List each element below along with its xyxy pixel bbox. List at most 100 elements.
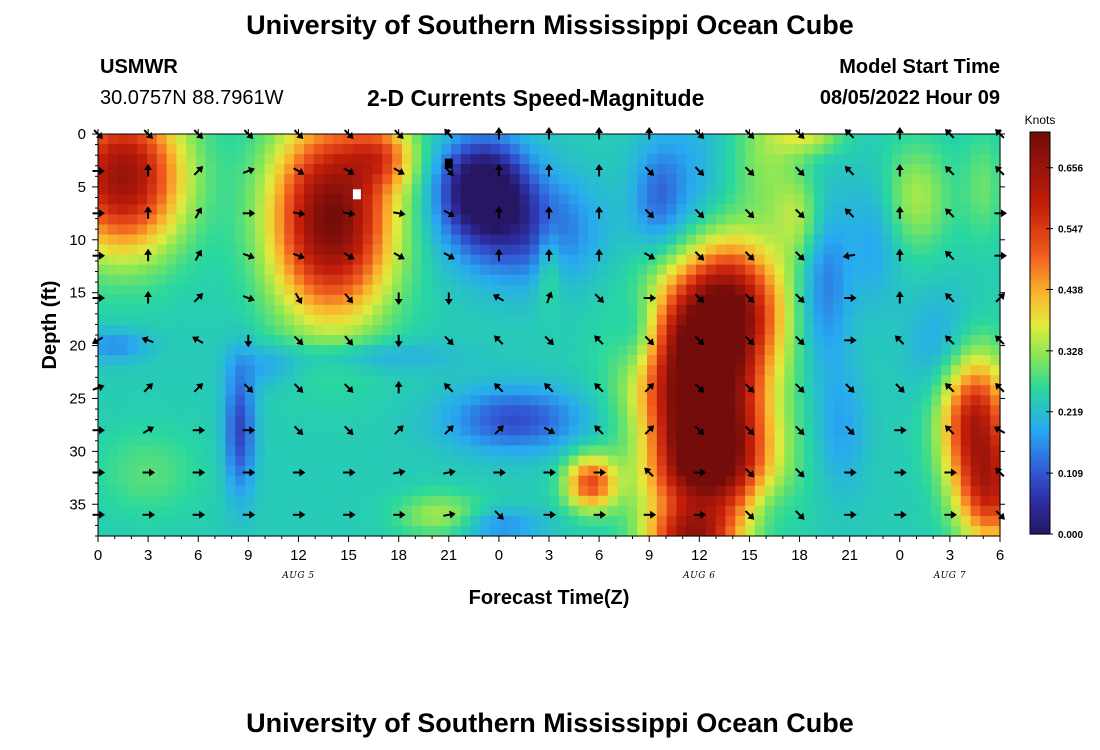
heat-cell	[588, 234, 599, 246]
heat-cell	[264, 415, 276, 427]
current-arrow	[144, 164, 153, 177]
heat-cell	[235, 214, 246, 226]
heat-cell	[352, 405, 364, 416]
heat-cell	[372, 415, 383, 427]
colorbar-band	[1030, 182, 1050, 187]
heat-cell	[931, 525, 942, 537]
heat-cell	[196, 345, 207, 356]
heat-cell	[196, 485, 207, 497]
heat-cell	[205, 445, 217, 457]
heat-cell	[519, 174, 530, 185]
heat-cell	[401, 435, 413, 447]
heat-cell	[774, 455, 785, 467]
heat-cell	[725, 144, 736, 155]
heat-cell	[284, 345, 295, 356]
heat-cell	[460, 154, 472, 165]
heat-cell	[784, 234, 795, 246]
heat-cell	[617, 244, 629, 256]
heat-cell	[774, 134, 785, 145]
heat-cell	[441, 485, 452, 497]
heat-cell	[656, 415, 668, 427]
heat-cell	[156, 355, 168, 366]
heat-cell	[784, 395, 795, 406]
heat-cell	[450, 405, 462, 416]
heat-cell	[676, 385, 687, 396]
heat-cell	[607, 485, 619, 497]
heat-cell	[343, 405, 354, 416]
heat-cell	[352, 164, 364, 175]
heat-cell	[539, 264, 550, 276]
heat-cell	[960, 204, 972, 215]
heat-cell	[166, 204, 178, 215]
heat-cell	[862, 254, 874, 266]
heat-cell	[235, 515, 246, 527]
heat-cell	[147, 435, 158, 447]
heat-cell	[294, 405, 305, 416]
heat-cell	[872, 335, 883, 346]
heat-cell	[205, 465, 217, 477]
heat-cell	[235, 525, 246, 537]
colorbar-tick-label: 0.438	[1058, 285, 1083, 296]
heat-cell	[745, 204, 756, 215]
heat-cell	[774, 475, 785, 487]
heat-cell	[284, 164, 295, 175]
heat-cell	[529, 314, 540, 326]
heat-cell	[137, 184, 148, 195]
heat-cell	[362, 304, 374, 316]
heat-cell	[117, 415, 129, 427]
heat-cell	[196, 214, 207, 226]
heat-cell	[117, 335, 129, 346]
heat-cell	[450, 505, 462, 517]
heat-cell	[529, 375, 540, 386]
heat-cell	[892, 194, 903, 205]
heat-cell	[637, 445, 648, 457]
heat-cell	[892, 204, 903, 215]
heat-cell	[519, 335, 530, 346]
heat-cell	[196, 505, 207, 517]
heat-cell	[421, 345, 432, 356]
heat-cell	[245, 455, 256, 467]
heat-cell	[362, 274, 374, 286]
current-arrow	[344, 383, 354, 393]
heat-cell	[450, 395, 462, 406]
current-arrow	[494, 206, 503, 219]
heat-cell	[313, 204, 325, 215]
heat-cell	[470, 294, 481, 306]
heat-cell	[196, 284, 207, 296]
current-arrow	[394, 334, 403, 348]
heat-cell	[676, 134, 687, 145]
heat-cell	[333, 375, 344, 386]
heat-cell	[578, 385, 589, 396]
heat-cell	[686, 465, 697, 477]
heat-cell	[813, 174, 825, 185]
heat-cell	[578, 194, 589, 205]
heat-cell	[490, 455, 501, 467]
heat-cell	[627, 505, 638, 517]
heat-cell	[647, 214, 658, 226]
heat-cell	[882, 224, 893, 236]
heat-cell	[725, 324, 736, 336]
heat-cell	[117, 294, 129, 306]
heat-cell	[794, 475, 805, 487]
heat-cell	[519, 244, 530, 256]
heat-cell	[735, 184, 746, 195]
heat-cell	[941, 485, 952, 497]
heat-cell	[754, 395, 766, 406]
heat-cell	[823, 154, 834, 165]
heat-cell	[803, 505, 815, 517]
heat-cell	[794, 515, 805, 527]
heat-cell	[166, 355, 178, 366]
heat-cell	[676, 485, 687, 497]
heat-cell	[392, 505, 403, 517]
heat-cell	[931, 154, 942, 165]
heat-cell	[607, 405, 619, 416]
heat-cell	[803, 244, 815, 256]
heat-cell	[647, 465, 658, 477]
heat-cell	[774, 244, 785, 256]
heat-cell	[823, 174, 834, 185]
heat-cell	[764, 314, 776, 326]
heat-cell	[205, 375, 217, 386]
heat-cell	[931, 254, 942, 266]
heat-cell	[225, 385, 236, 396]
colorbar-band	[1030, 497, 1050, 502]
